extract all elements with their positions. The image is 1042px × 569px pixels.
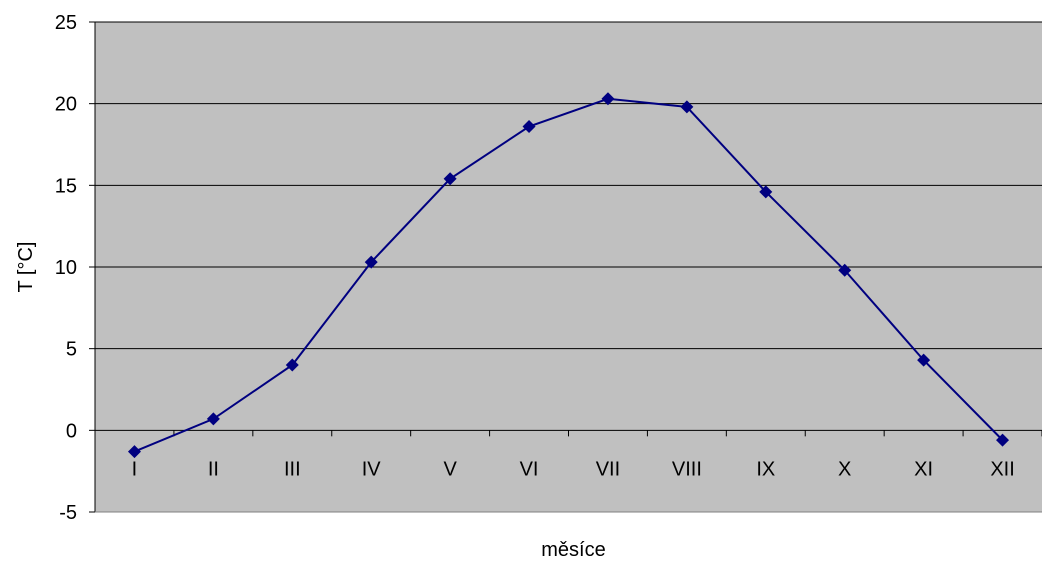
x-tick-label: V	[443, 458, 457, 480]
x-tick-label: VI	[520, 458, 539, 480]
data-point-marker	[206, 412, 220, 426]
gridlines	[95, 21, 1042, 350]
y-tick-label: 15	[55, 175, 77, 197]
data-point-marker	[838, 263, 852, 277]
data-point-marker	[759, 185, 773, 199]
axes	[89, 21, 1042, 513]
y-tick-label: 5	[66, 339, 77, 361]
x-tick-label: XI	[914, 458, 933, 480]
series-line	[134, 97, 1004, 453]
x-tick-label: XII	[990, 458, 1014, 480]
data-point-marker	[917, 353, 931, 367]
x-tick-label: II	[208, 458, 219, 480]
series	[127, 92, 1010, 459]
y-tick-labels: -5 0 5 10 15 20 25	[55, 12, 77, 524]
x-tick-label: IX	[756, 458, 775, 480]
data-point-marker	[996, 433, 1010, 447]
x-tick-label: IV	[362, 458, 382, 480]
y-tick-label: 0	[66, 420, 77, 442]
data-point-marker	[680, 100, 694, 114]
x-tick-label: VII	[596, 458, 620, 480]
y-tick-label: -5	[59, 502, 77, 524]
data-point-marker	[285, 358, 299, 372]
x-tick-label: I	[132, 458, 138, 480]
y-tick-label: 25	[55, 12, 77, 34]
data-point-marker	[601, 92, 615, 106]
y-axis-title: T [°C]	[15, 242, 37, 293]
x-axis-title: měsíce	[541, 539, 605, 561]
data-point-marker	[522, 120, 536, 134]
data-point-marker	[443, 172, 457, 186]
x-tick-label: VIII	[672, 458, 702, 480]
x-tick-label: III	[284, 458, 301, 480]
y-tick-label: 20	[55, 94, 77, 116]
x-tick-labels: I II III IV V VI VII VIII IX X XI XII	[132, 458, 1015, 480]
data-point-marker	[127, 445, 141, 459]
data-point-marker	[364, 255, 378, 269]
x-tick-label: X	[838, 458, 851, 480]
y-tick-label: 10	[55, 257, 77, 279]
